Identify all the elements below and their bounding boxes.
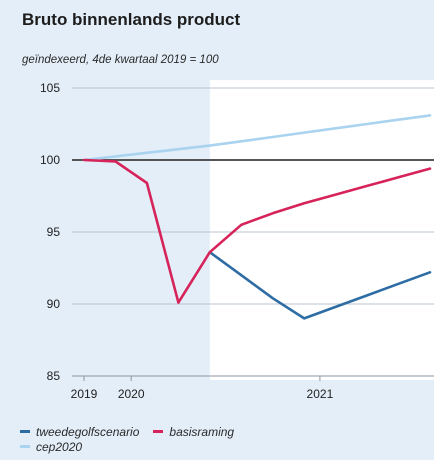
x-tick-label-2020: 2020 xyxy=(118,387,145,401)
legend-item-tweedegolfscenario: tweedegolfscenario xyxy=(20,425,139,439)
legend-swatch-basisraming xyxy=(153,430,164,433)
forecast-shading xyxy=(209,80,434,380)
legend-item-cep2020: cep2020 xyxy=(20,440,82,454)
legend-row-1: tweedegolfscenario basisraming xyxy=(20,424,248,439)
legend: tweedegolfscenario basisraming cep2020 xyxy=(20,424,248,454)
series-line-basisraming xyxy=(82,158,432,304)
legend-label-basisraming: basisraming xyxy=(169,424,235,439)
legend-label-cep2020: cep2020 xyxy=(36,439,83,454)
legend-label-tweedegolfscenario: tweedegolfscenario xyxy=(36,424,140,439)
x-tick-label-2021: 2021 xyxy=(307,387,334,401)
y-tick-label-90: 90 xyxy=(47,297,61,311)
chart-subtitle: geïndexeerd, 4de kwartaal 2019 = 100 xyxy=(22,54,219,66)
series-line-tweedegolfscenario xyxy=(208,250,432,320)
y-tick-label-85: 85 xyxy=(47,369,61,383)
y-tick-label-95: 95 xyxy=(47,225,61,239)
x-ticks: 2019 2020 2021 xyxy=(71,375,434,401)
legend-swatch-cep2020 xyxy=(20,445,30,448)
chart-title: Bruto binnenlands product xyxy=(22,10,241,29)
x-tick-label-2019: 2019 xyxy=(71,387,98,401)
legend-swatch-tweedegolfscenario xyxy=(20,430,30,433)
legend-item-basisraming: basisraming xyxy=(153,425,234,439)
series-lines xyxy=(82,114,432,320)
y-tick-label-105: 105 xyxy=(40,81,60,95)
legend-row-2: cep2020 xyxy=(20,439,248,454)
series-line-cep2020 xyxy=(82,114,432,162)
y-tick-labels: 85 90 95 100 105 xyxy=(40,81,60,383)
y-tick-label-100: 100 xyxy=(40,153,60,167)
line-chart: 85 90 95 100 105 2019 2020 2021 xyxy=(40,80,434,401)
